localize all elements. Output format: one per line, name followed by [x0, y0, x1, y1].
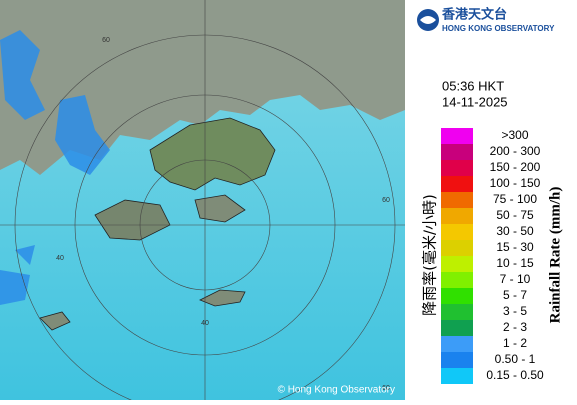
ring-label: 60	[382, 385, 390, 392]
legend-label: 10 - 15	[496, 256, 534, 270]
legend-title-en: Rainfall Rate (mm/h)	[547, 187, 563, 324]
legend-label: 2 - 3	[503, 320, 527, 334]
legend-swatch	[441, 304, 473, 320]
legend-label: 30 - 50	[496, 224, 534, 238]
legend-label: 200 - 300	[490, 144, 541, 158]
legend-swatch	[441, 192, 473, 208]
ring-label: 60	[102, 37, 110, 44]
legend-label: 0.50 - 1	[495, 352, 536, 366]
legend-swatch	[441, 224, 473, 240]
legend-swatch	[441, 256, 473, 272]
logo-title-zh: 香港天文台	[441, 6, 507, 21]
range-rings	[0, 0, 405, 405]
date: 14-11-2025	[442, 94, 508, 109]
logo: 香港天文台 HONG KONG OBSERVATORY	[417, 6, 555, 33]
legend-swatch	[441, 336, 473, 352]
hong-kong-island	[149, 117, 276, 191]
legend-label: 7 - 10	[500, 272, 531, 286]
legend-label: 3 - 5	[503, 304, 527, 318]
time: 05:36 HKT	[442, 78, 504, 93]
legend-swatch	[441, 320, 473, 336]
map: 60 60 60 40 40 © Hong Kong Observatory	[0, 0, 405, 405]
legend-swatch	[441, 272, 473, 288]
legend-swatch	[441, 160, 473, 176]
copyright: © Hong Kong Observatory	[278, 385, 395, 396]
legend-label: 5 - 7	[503, 288, 527, 302]
mainland	[0, 0, 405, 175]
legend-swatch	[441, 368, 473, 384]
legend-swatch	[441, 176, 473, 192]
legend-swatch	[441, 208, 473, 224]
logo-title-en: HONG KONG OBSERVATORY	[442, 24, 555, 33]
legend-label: 75 - 100	[493, 192, 537, 206]
legend-label: 100 - 150	[490, 176, 541, 190]
legend-swatch	[441, 144, 473, 160]
ring-label: 60	[382, 197, 390, 204]
legend-label: 1 - 2	[503, 336, 527, 350]
ring-label: 40	[56, 255, 64, 262]
legend-swatch	[441, 128, 473, 144]
legend-swatch	[441, 240, 473, 256]
island	[39, 311, 71, 331]
island	[194, 194, 246, 223]
ring-labels: 60 60 60 40 40	[56, 37, 390, 392]
rain-echo	[0, 30, 110, 305]
legend-label: 0.15 - 0.50	[486, 368, 544, 382]
legend-label: 50 - 75	[496, 208, 534, 222]
legend-swatch	[441, 352, 473, 368]
island	[199, 289, 246, 307]
legend-label: >300	[501, 128, 528, 142]
legend-swatch	[441, 288, 473, 304]
legend-title-zh: 降雨率(毫米/小時)	[421, 194, 439, 316]
ring-label: 40	[201, 320, 209, 327]
legend: >300 200 - 300 150 - 200 100 - 150 75 - 100 5…	[441, 128, 544, 384]
legend-label: 150 - 200	[490, 160, 541, 174]
legend-label: 15 - 30	[496, 240, 534, 254]
